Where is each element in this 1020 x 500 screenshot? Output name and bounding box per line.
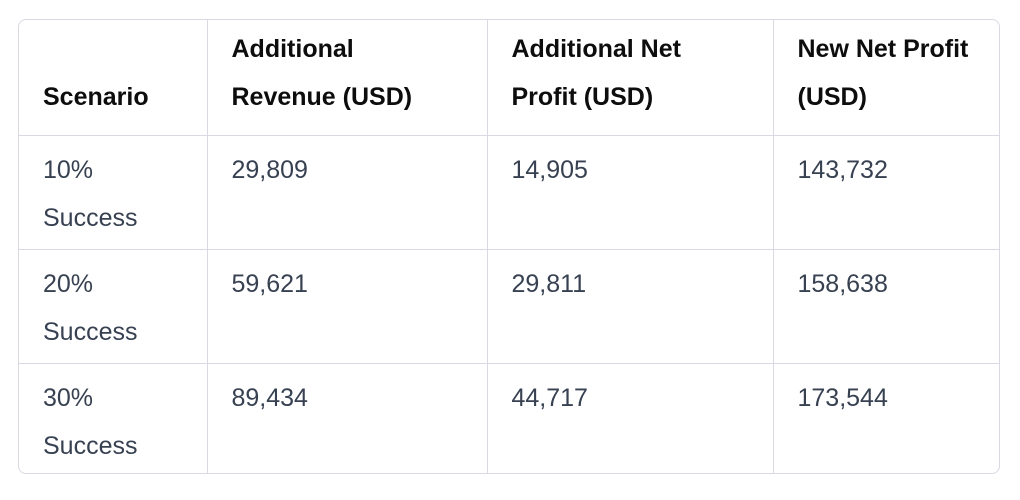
table-row: 30% Success 89,434 44,717 173,544 (19, 363, 999, 473)
cell-additional-net-profit: 29,811 (487, 249, 774, 364)
results-table-container: Scenario Additional Revenue (USD) Additi… (18, 19, 1000, 474)
header-additional-revenue: Additional Revenue (USD) (207, 20, 488, 136)
header-additional-net-profit: Additional Net Profit (USD) (487, 20, 774, 136)
table-body: 10% Success 29,809 14,905 143,732 20% Su… (19, 135, 999, 473)
table-row: 10% Success 29,809 14,905 143,732 (19, 135, 999, 250)
cell-scenario: 10% Success (19, 135, 208, 250)
scenario-profit-table: Scenario Additional Revenue (USD) Additi… (19, 20, 999, 473)
header-new-net-profit: New Net Profit (USD) (773, 20, 999, 136)
cell-scenario: 20% Success (19, 249, 208, 364)
header-scenario: Scenario (19, 20, 208, 136)
cell-additional-revenue: 59,621 (207, 249, 488, 364)
cell-new-net-profit: 158,638 (773, 249, 999, 364)
cell-new-net-profit: 173,544 (797, 383, 888, 412)
cell-scenario: 30% Success (19, 363, 208, 473)
table-header: Scenario Additional Revenue (USD) Additi… (19, 20, 999, 136)
cell-additional-revenue: 29,809 (207, 135, 488, 250)
cell-new-net-profit: 143,732 (773, 135, 999, 250)
header-row: Scenario Additional Revenue (USD) Additi… (19, 20, 999, 136)
cell-additional-net-profit: 44,717 (487, 363, 774, 473)
table-row: 20% Success 59,621 29,811 158,638 (19, 249, 999, 364)
cell-additional-net-profit: 14,905 (487, 135, 774, 250)
cell-additional-revenue: 89,434 (207, 363, 488, 473)
